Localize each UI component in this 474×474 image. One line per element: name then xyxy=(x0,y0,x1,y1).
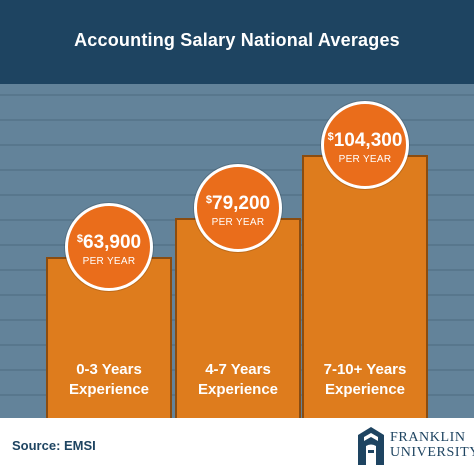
plot-area: 0-3 Years Experience $63,900 PER YEAR 4-7 Ye… xyxy=(0,84,474,418)
bar-1: 0-3 Years Experience xyxy=(46,257,172,418)
category-label-line: Experience xyxy=(324,381,406,398)
franklin-logo-icon xyxy=(358,427,384,465)
value-badge: $79,200 PER YEAR xyxy=(194,164,282,252)
category-label-line: 4-7 Years xyxy=(205,361,271,378)
currency-symbol: $ xyxy=(76,233,83,245)
footer: Source: EMSI FRANKLIN UNIVERSITY xyxy=(0,418,474,474)
value-number: 104,300 xyxy=(333,130,403,151)
source-note: Source: EMSI xyxy=(12,438,96,453)
data-label: $63,900 xyxy=(68,228,150,254)
unit-label: PER YEAR xyxy=(211,217,265,228)
value-number: 63,900 xyxy=(83,232,142,253)
currency-symbol: $ xyxy=(205,194,212,206)
gridline xyxy=(0,119,474,121)
bar-category-label: 4-7 Years Experience xyxy=(177,360,299,400)
category-label-line: Experience xyxy=(68,381,150,398)
header-banner: Accounting Salary National Averages xyxy=(0,0,474,84)
bar-category-label: 0-3 Years Experience xyxy=(48,360,170,400)
unit-label: PER YEAR xyxy=(82,256,136,267)
bar-3: 7-10+ Years Experience xyxy=(302,155,428,418)
chart-title: Accounting Salary National Averages xyxy=(74,30,400,50)
value-badge: $63,900 PER YEAR xyxy=(65,203,153,291)
bar-category-label: 7-10+ Years Experience xyxy=(304,360,426,400)
category-label-line: Experience xyxy=(197,381,279,398)
category-label-line: 7-10+ Years xyxy=(323,361,407,378)
unit-label: PER YEAR xyxy=(338,154,392,165)
university-logo-text: FRANKLIN UNIVERSITY xyxy=(390,430,474,460)
logo-line-2: UNIVERSITY xyxy=(390,445,474,460)
data-label: $79,200 xyxy=(197,189,279,215)
value-badge: $104,300 PER YEAR xyxy=(321,101,409,189)
logo-line-1: FRANKLIN xyxy=(390,430,466,445)
category-label-line: 0-3 Years xyxy=(76,361,142,378)
gridline xyxy=(0,94,474,96)
value-number: 79,200 xyxy=(212,193,271,214)
data-label: $104,300 xyxy=(324,126,406,152)
currency-symbol: $ xyxy=(327,131,334,143)
gridline xyxy=(0,144,474,146)
